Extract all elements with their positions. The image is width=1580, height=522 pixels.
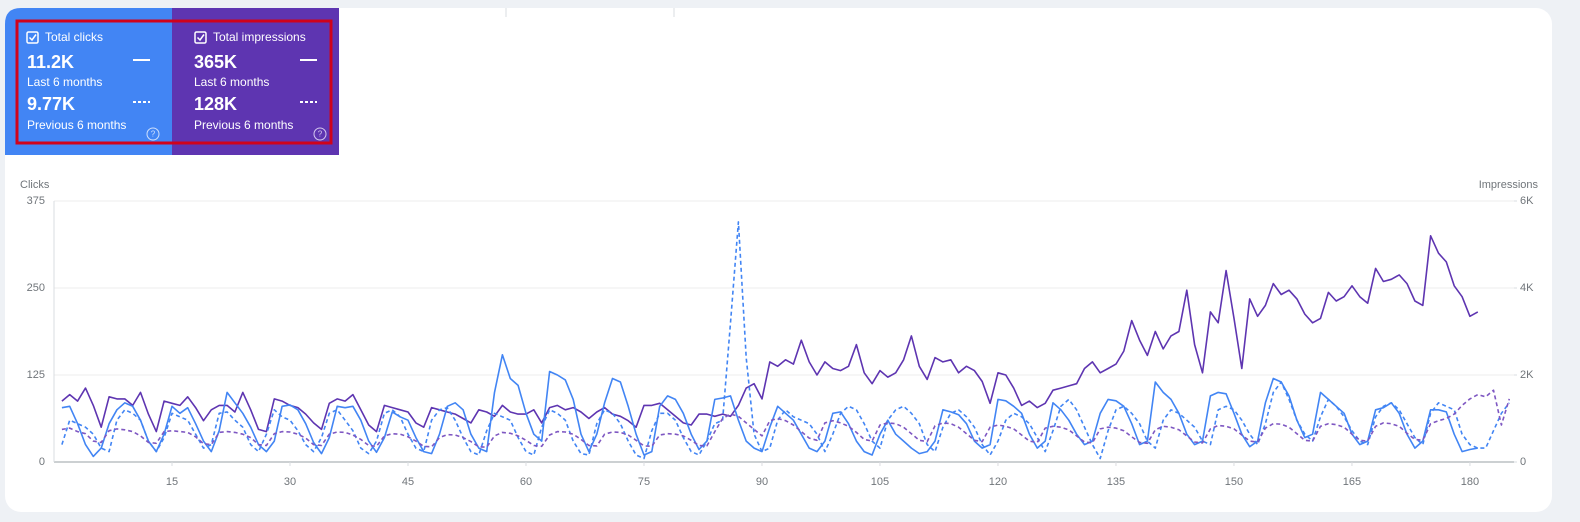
card-period: Last 6 months xyxy=(27,75,102,89)
clicks-card[interactable]: Total clicks 11.2K Last 6 months 9.77K P… xyxy=(5,8,172,155)
x-tick-label: 60 xyxy=(520,476,532,488)
help-glyph: ? xyxy=(318,130,323,139)
checkbox[interactable] xyxy=(26,31,39,44)
y2-tick-label: 6K xyxy=(1520,195,1534,207)
y-tick-label: 375 xyxy=(27,195,45,207)
y-tick-label: 0 xyxy=(39,456,45,468)
y2-tick-label: 2K xyxy=(1520,369,1534,381)
card-period: Last 6 months xyxy=(194,75,269,89)
x-tick-label: 75 xyxy=(638,476,650,488)
impressions-card[interactable]: Total impressions 365K Last 6 months 128… xyxy=(172,8,339,155)
card-previous: 9.77K xyxy=(27,94,75,114)
x-tick-label: 90 xyxy=(756,476,768,488)
card-label: Total impressions xyxy=(213,30,306,44)
series-line xyxy=(61,235,1479,433)
highlight-box xyxy=(15,19,333,145)
series-line xyxy=(61,221,1510,460)
card-period: Previous 6 months xyxy=(194,118,293,132)
help-icon[interactable] xyxy=(313,127,327,141)
x-tick-label: 45 xyxy=(402,476,414,488)
x-tick-label: 15 xyxy=(166,476,178,488)
x-tick-label: 180 xyxy=(1461,476,1479,488)
help-icon[interactable] xyxy=(146,127,160,141)
checkmark xyxy=(28,34,37,42)
y-axis-label: Clicks xyxy=(20,179,50,191)
card-period: Previous 6 months xyxy=(27,118,126,132)
x-tick-label: 135 xyxy=(1107,476,1125,488)
y2-tick-label: 4K xyxy=(1520,282,1534,294)
x-tick-label: 30 xyxy=(284,476,296,488)
help-glyph: ? xyxy=(151,130,156,139)
x-tick-label: 120 xyxy=(989,476,1007,488)
panel-card xyxy=(5,8,1552,512)
series-line xyxy=(61,389,1511,448)
x-tick-label: 165 xyxy=(1343,476,1361,488)
card-bg xyxy=(5,8,172,155)
card-label: Total clicks xyxy=(45,30,103,44)
y-tick-label: 125 xyxy=(27,369,45,381)
y-tick-label: 250 xyxy=(27,282,45,294)
card-previous: 128K xyxy=(194,94,237,114)
y2-axis-label: Impressions xyxy=(1479,179,1539,191)
card-current: 11.2K xyxy=(27,52,74,72)
x-tick-label: 105 xyxy=(871,476,889,488)
checkbox[interactable] xyxy=(194,31,207,44)
checkmark xyxy=(196,34,205,42)
x-tick-label: 150 xyxy=(1225,476,1243,488)
y2-tick-label: 0 xyxy=(1520,456,1526,468)
card-current: 365K xyxy=(194,52,237,72)
